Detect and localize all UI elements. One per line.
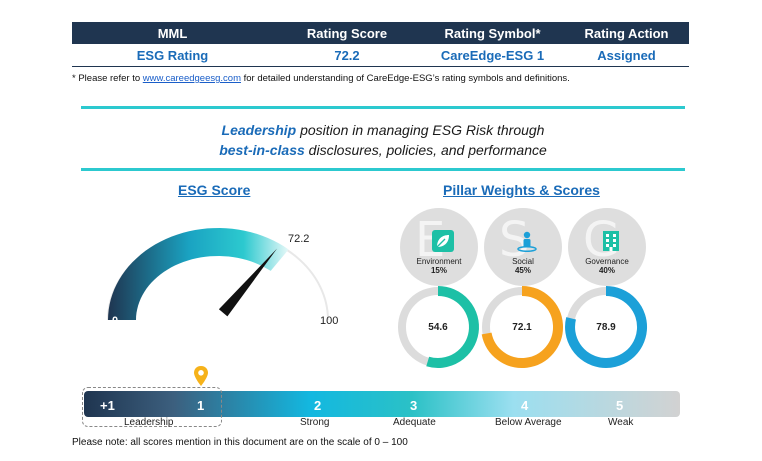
pillar-weight: 15%	[430, 266, 447, 275]
pillar-governance: G Governance 40%	[568, 208, 646, 286]
ring-arc-social	[481, 286, 563, 368]
header-rating-action: Rating Action	[584, 25, 669, 41]
tagline: Leadership position in managing ESG Risk…	[81, 120, 685, 160]
pillar-weight: 40%	[598, 266, 615, 275]
location-pin-icon	[194, 366, 208, 386]
scale-label-adequate: Adequate	[393, 417, 436, 428]
scale-number-4: 4	[521, 398, 529, 413]
scale-footnote: Please note: all scores mention in this …	[72, 437, 408, 448]
gauge-needle	[218, 248, 278, 317]
governance-score-ring	[565, 286, 647, 368]
scale-number-3: 3	[410, 398, 418, 413]
building-icon	[603, 231, 619, 251]
cell-rating-score: 72.2	[334, 47, 360, 63]
divider-bottom	[81, 168, 685, 171]
scale-label-below-average: Below Average	[495, 417, 562, 428]
note-prefix: * Please refer to	[72, 73, 143, 84]
gauge-value-label: 72.2	[288, 233, 310, 245]
social-score-ring	[481, 286, 563, 368]
pillar-environment: E Environment 15%	[400, 208, 478, 286]
note-suffix: for detailed understanding of CareEdge-E…	[240, 73, 570, 84]
esg-score-title: ESG Score	[178, 182, 251, 198]
rating-scale-bar	[84, 391, 680, 417]
environment-score: 54.6	[428, 322, 448, 333]
scale-number-1: 1	[197, 398, 205, 413]
header-rating-symbol: Rating Symbol*	[444, 25, 541, 41]
scale-label-leadership: Leadership	[124, 417, 174, 428]
rating-table-header: MML Rating Score Rating Symbol* Rating A…	[72, 22, 689, 44]
scale-number-plus1: +1	[100, 398, 115, 413]
cell-esg-rating: ESG Rating	[136, 47, 209, 63]
gauge-max-label: 100	[320, 315, 339, 327]
tagline-highlight-2: best-in-class	[219, 142, 305, 158]
rating-table: MML Rating Score Rating Symbol* Rating A…	[72, 22, 689, 67]
tagline-text-2: disclosures, policies, and performance	[304, 142, 547, 158]
scale-number-5: 5	[616, 398, 624, 413]
person-icon	[517, 231, 537, 252]
header-mml: MML	[157, 25, 188, 41]
governance-score: 78.9	[596, 322, 616, 333]
scale-number-2: 2	[314, 398, 322, 413]
tagline-highlight-1: Leadership	[221, 122, 297, 138]
environment-score-ring	[398, 286, 479, 368]
scale-label-weak: Weak	[608, 417, 634, 428]
header-rating-score: Rating Score	[306, 25, 388, 41]
leaf-icon	[432, 230, 454, 252]
tagline-text-1: position in managing ESG Risk through	[296, 122, 545, 138]
pillar-name: Social	[512, 257, 534, 266]
current-rating-highlight	[82, 387, 222, 427]
pillar-name: Environment	[416, 257, 462, 266]
gauge-fill	[108, 228, 289, 320]
pillar-weights-title: Pillar Weights & Scores	[443, 182, 600, 198]
table-row: ESG Rating 72.2 CareEdge-ESG 1 Assigned	[72, 44, 689, 67]
scale-label-strong: Strong	[300, 417, 330, 428]
divider-top	[81, 106, 685, 109]
ring-arc-governance	[565, 286, 647, 368]
careedge-link[interactable]: www.careedgeesg.com	[142, 73, 241, 84]
esg-score-gauge	[107, 228, 329, 321]
cell-rating-action: Assigned	[597, 47, 656, 63]
pillar-social: S Social 45%	[484, 208, 562, 286]
cell-rating-symbol: CareEdge-ESG 1	[440, 47, 545, 63]
gauge-min-label: 0	[112, 315, 119, 327]
social-score: 72.1	[512, 322, 532, 333]
ring-arc-environment	[426, 286, 479, 368]
pillar-weight: 45%	[514, 266, 531, 275]
rating-symbol-note: * Please refer to www.careedgeesg.com fo…	[72, 73, 570, 84]
pillar-name: Governance	[585, 257, 629, 266]
